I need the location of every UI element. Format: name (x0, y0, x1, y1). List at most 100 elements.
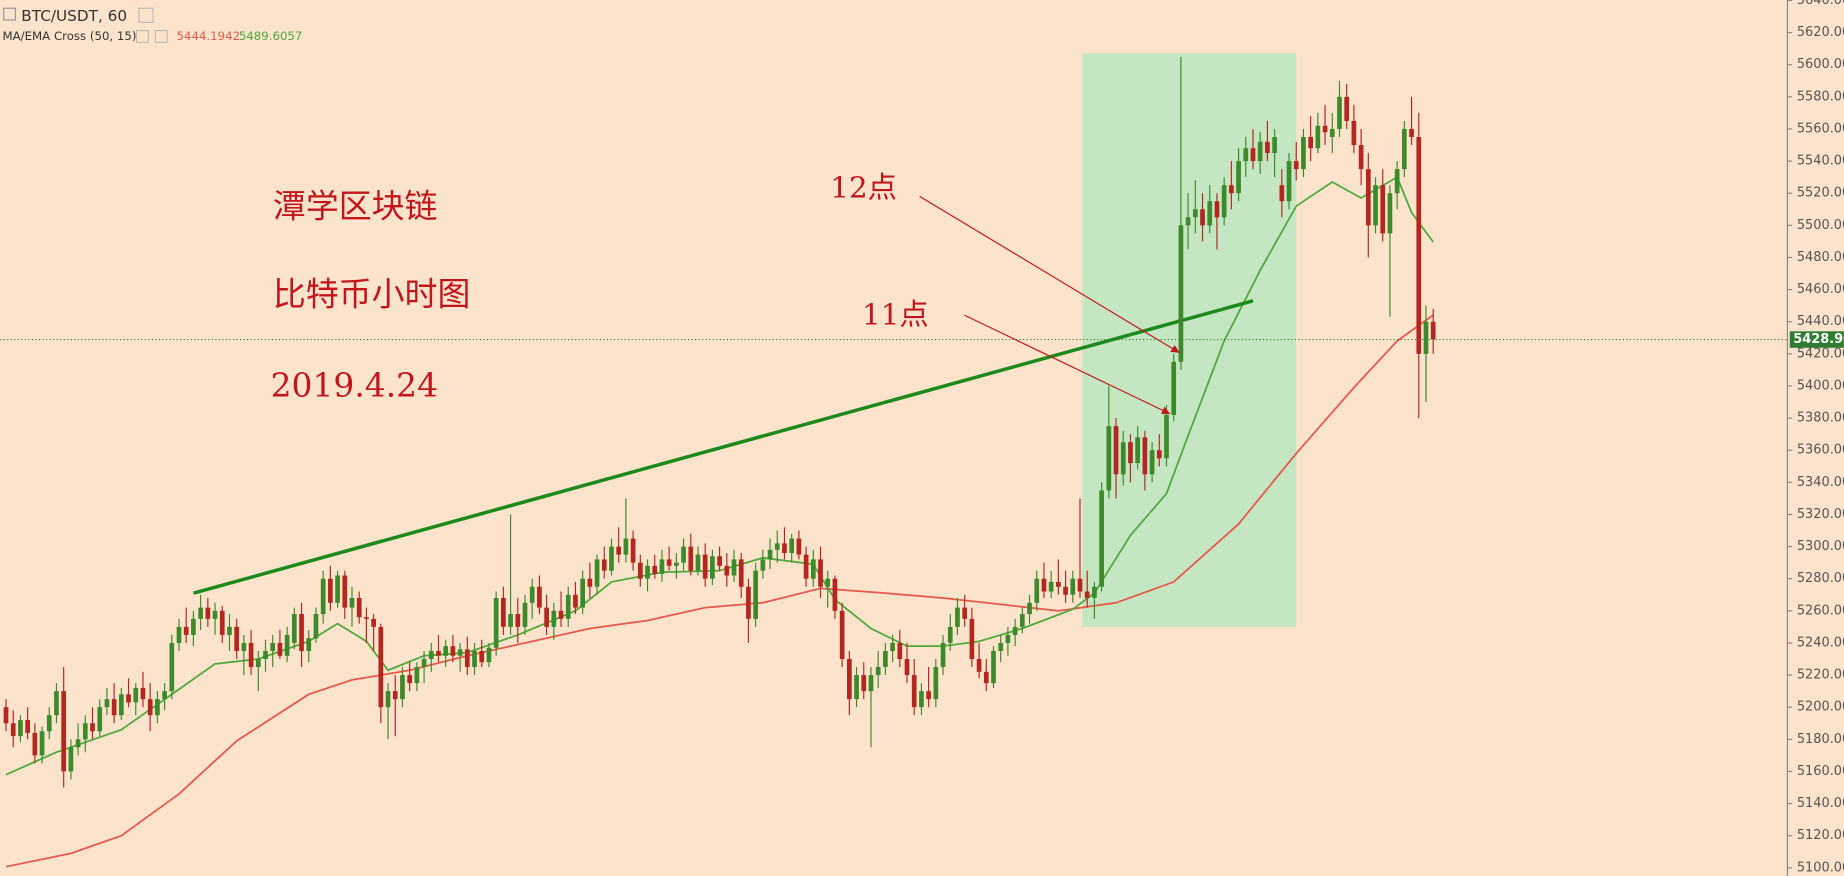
candle-body (1265, 141, 1270, 154)
candle-body (601, 559, 607, 571)
candle-body (522, 602, 528, 627)
candle-body (1315, 125, 1321, 149)
y-tick-label: 5500.00 (1797, 218, 1844, 233)
candle-body (688, 546, 694, 571)
y-tick-label: 5320.00 (1797, 507, 1844, 522)
y-tick-label: 5360.00 (1797, 443, 1844, 458)
candle-body (1243, 148, 1249, 162)
candle-body (1358, 145, 1364, 170)
candle-body (54, 691, 59, 716)
candle-body (1092, 586, 1097, 598)
candle-body (529, 586, 535, 603)
candle-body (255, 659, 261, 668)
y-tick-label: 5280.00 (1797, 571, 1844, 586)
candle-body (1322, 125, 1328, 133)
candle-body (976, 659, 982, 672)
candle-body (205, 607, 211, 619)
candle-body (861, 675, 867, 692)
candle-body (10, 723, 16, 737)
y-tick-label: 5180.00 (1797, 732, 1844, 747)
candle-body (875, 667, 881, 676)
candle-body (118, 694, 124, 716)
candle-body (911, 675, 917, 708)
candle-body (1149, 450, 1155, 475)
candle-body (428, 650, 434, 660)
candle-body (400, 675, 405, 700)
candle-body (1423, 321, 1429, 354)
candle-body (1034, 578, 1040, 603)
y-tick-label: 5120.00 (1797, 828, 1844, 843)
candle-body (868, 675, 874, 692)
moving-average (5, 314, 1434, 868)
candle-body (1344, 96, 1350, 121)
candle-body (1293, 161, 1299, 170)
candle-body (1373, 185, 1378, 226)
candle-body (1394, 169, 1400, 194)
collapse-icon[interactable] (3, 7, 17, 21)
candle-body (1142, 437, 1148, 475)
candle-body (306, 638, 312, 651)
candle-body (1070, 578, 1076, 595)
candle-body (854, 675, 859, 700)
candle-body (457, 649, 463, 656)
candle-body (320, 578, 326, 615)
annotation: 比特币小时图 (273, 275, 470, 314)
candle-body (1084, 591, 1090, 598)
indicator-settings[interactable] (135, 29, 149, 43)
candle-body (947, 626, 953, 643)
y-tick-label: 5260.00 (1797, 603, 1844, 618)
candle-body (1430, 321, 1436, 340)
candle-body (796, 538, 802, 555)
candle-body (183, 626, 189, 635)
y-tick-label: 5520.00 (1797, 186, 1844, 201)
last-price-label: 5428.90 (1793, 332, 1844, 347)
candle-body (313, 614, 319, 639)
candle-body (176, 626, 182, 643)
y-tick-label: 5440.00 (1797, 314, 1844, 329)
y-tick-label: 5640.00 (1797, 0, 1844, 8)
candle-body (580, 578, 586, 608)
candle-body (133, 687, 139, 703)
candle-body (846, 659, 852, 700)
candle-body (508, 614, 513, 627)
candle-body (248, 642, 254, 668)
candle-body (674, 562, 679, 566)
y-tick-label: 5240.00 (1797, 635, 1844, 650)
candle-body (1185, 217, 1191, 226)
candle-body (25, 720, 30, 733)
candle-body (364, 617, 369, 619)
annotation: 2019.4.24 (271, 365, 438, 404)
candle-body (140, 687, 146, 700)
candle-body (1416, 137, 1422, 354)
symbol: BTC/USDT, 60 (21, 7, 127, 25)
candle-body (227, 626, 232, 635)
candle-body (1027, 602, 1032, 615)
candle-body (904, 659, 910, 676)
y-tick-label: 5140.00 (1797, 796, 1844, 811)
candle-body (753, 570, 758, 619)
candle-body (464, 649, 470, 668)
candle-body (32, 732, 38, 756)
candle-body (212, 610, 218, 619)
candle-body (767, 549, 773, 560)
candle-body (291, 614, 297, 643)
candle-body (349, 597, 355, 608)
candle-body (933, 667, 939, 700)
y-tick-label: 5600.00 (1797, 57, 1844, 72)
indicator-remove[interactable] (154, 29, 168, 43)
candle-body (241, 642, 247, 651)
y-tick-label: 5580.00 (1797, 89, 1844, 104)
candle-body (270, 642, 276, 651)
candle-body (1106, 426, 1112, 491)
candle-body (219, 610, 225, 635)
candle-body (919, 691, 924, 708)
candle-body (90, 723, 95, 732)
candle-body (1207, 201, 1213, 226)
candle-body (414, 667, 420, 684)
candle-body (392, 691, 398, 700)
candle-body (1113, 426, 1119, 475)
candle-body (1214, 201, 1220, 218)
y-tick-label: 5540.00 (1797, 154, 1844, 169)
settings-icon[interactable] (138, 7, 154, 23)
candle-body (1171, 361, 1177, 415)
